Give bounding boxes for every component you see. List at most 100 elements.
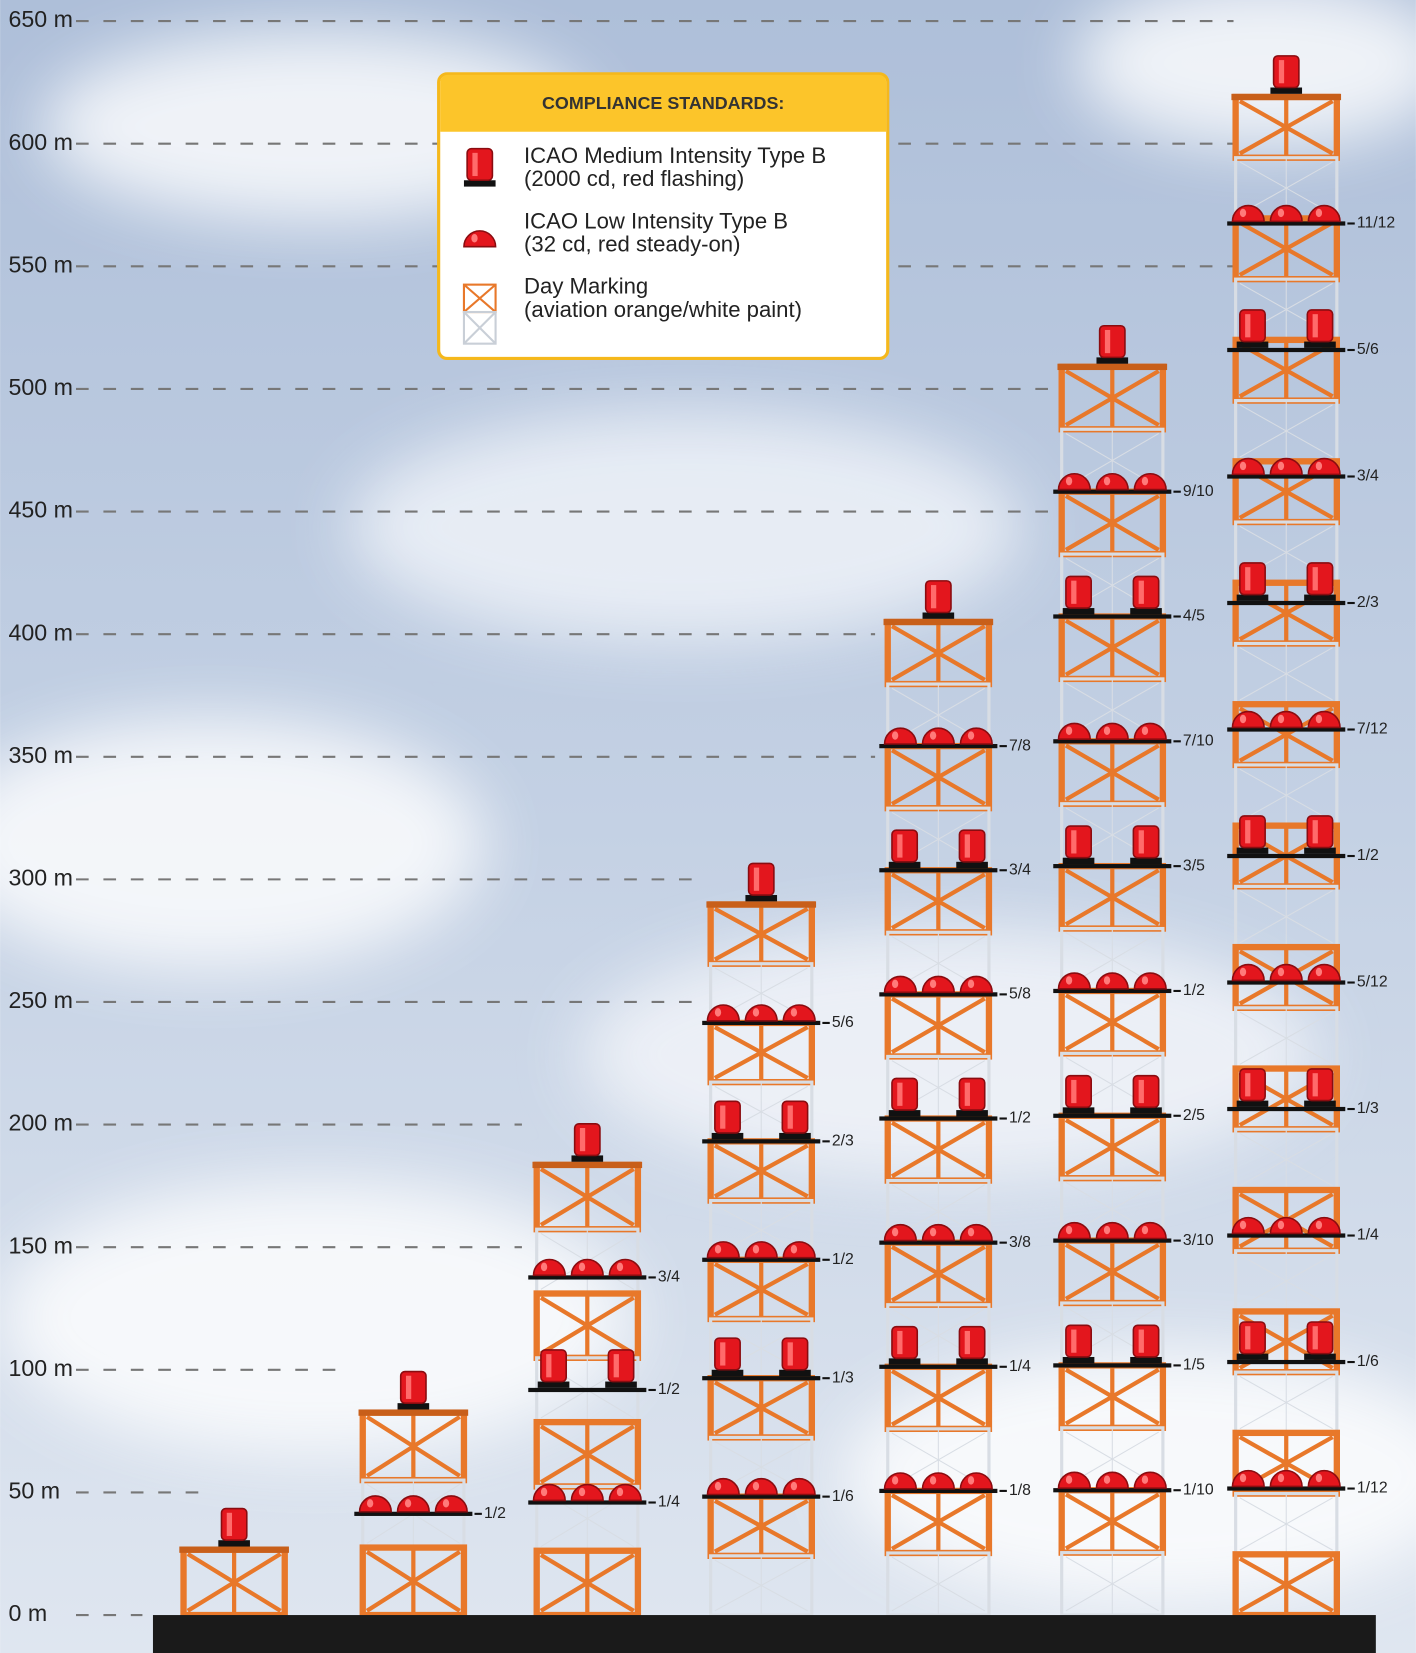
level-label: 9/10 — [1183, 483, 1214, 500]
low-light-shine — [1066, 976, 1072, 984]
level-label: 1/2 — [1357, 847, 1379, 864]
y-tick-label: 300 m — [9, 864, 73, 890]
beacon-base — [1130, 608, 1162, 614]
low-light-shine — [1142, 727, 1148, 735]
beacon — [541, 1350, 566, 1382]
beacon — [1274, 56, 1299, 88]
low-light-shine — [617, 1488, 623, 1496]
beacon — [1240, 1069, 1265, 1101]
beacon-base — [889, 862, 921, 868]
beacon — [892, 830, 917, 862]
level-label: 3/10 — [1183, 1232, 1214, 1249]
level-label: 3/4 — [658, 1269, 680, 1286]
level-label: 2/3 — [832, 1133, 854, 1150]
beacon-shine — [546, 1354, 551, 1377]
legend-title: COMPLIANCE STANDARDS: — [542, 93, 784, 113]
beacon — [1240, 310, 1265, 342]
low-light-shine — [715, 1482, 721, 1490]
low-light-shine — [1240, 715, 1246, 723]
light-platform — [1227, 854, 1345, 858]
level-label: 11/12 — [1357, 215, 1395, 232]
beacon-base — [956, 862, 988, 868]
beacon-shine — [1245, 1326, 1250, 1349]
light-platform — [879, 1116, 997, 1120]
level-label: 1/2 — [1009, 1110, 1031, 1127]
beacon — [926, 581, 951, 613]
beacon-shine — [754, 868, 759, 891]
y-tick-label: 650 m — [9, 6, 73, 32]
beacon — [892, 1327, 917, 1359]
beacon-base — [745, 895, 777, 901]
beacon-base — [779, 1370, 811, 1376]
beacon-base — [218, 1540, 250, 1546]
beacon-shine — [1313, 820, 1318, 843]
beacon-shine — [580, 1128, 585, 1151]
beacon — [1133, 576, 1158, 608]
low-light-shine — [579, 1488, 585, 1496]
beacon-base — [712, 1370, 744, 1376]
light-platform — [702, 1139, 820, 1143]
beacon-shine — [788, 1106, 793, 1129]
beacon-base — [1304, 1354, 1336, 1360]
beacon-base — [1270, 87, 1302, 93]
beacon — [749, 863, 774, 895]
level-label: 1/4 — [1357, 1227, 1379, 1244]
beacon — [782, 1338, 807, 1370]
beacon-shine — [720, 1106, 725, 1129]
beacon-base — [464, 180, 496, 186]
beacon — [1066, 1076, 1091, 1108]
beacon — [608, 1350, 633, 1382]
beacon-base — [1304, 595, 1336, 601]
level-label: 5/6 — [1357, 341, 1379, 358]
beacon-base — [923, 612, 955, 618]
beacon — [401, 1372, 426, 1404]
beacon-shine — [1139, 1080, 1144, 1103]
beacon — [782, 1101, 807, 1133]
light-platform — [1227, 1107, 1345, 1111]
beacon-shine — [788, 1342, 793, 1365]
beacon-shine — [1245, 314, 1250, 337]
low-light-shine — [1142, 1475, 1148, 1483]
beacon-base — [956, 1110, 988, 1116]
beacon-base — [1130, 1357, 1162, 1363]
legend-text: ICAO Low Intensity Type B — [524, 208, 788, 233]
low-light-shine — [443, 1499, 449, 1507]
beacon-shine — [720, 1342, 725, 1365]
beacon-base — [1130, 1107, 1162, 1113]
low-light-shine — [579, 1263, 585, 1271]
beacon-base — [956, 1358, 988, 1364]
beacon-base — [605, 1382, 637, 1388]
beacon-base — [712, 1133, 744, 1139]
low-light-shine — [405, 1499, 411, 1507]
beacon — [959, 830, 984, 862]
low-light-shine — [753, 1482, 759, 1490]
beacon — [1066, 826, 1091, 858]
low-light-shine — [1066, 477, 1072, 485]
beacon-shine — [406, 1376, 411, 1399]
low-light-shine — [541, 1488, 547, 1496]
beacon-base — [1063, 608, 1095, 614]
low-light-shine — [1278, 715, 1284, 723]
level-label: 1/5 — [1183, 1357, 1205, 1374]
level-label: 5/6 — [832, 1014, 854, 1031]
beacon — [715, 1338, 740, 1370]
low-light-shine — [892, 1228, 898, 1236]
tower-cap — [359, 1409, 469, 1415]
light-platform — [1053, 1363, 1171, 1367]
level-label: 1/2 — [832, 1251, 854, 1268]
light-platform — [1227, 1360, 1345, 1364]
low-light-shine — [1316, 1474, 1322, 1482]
beacon-base — [1096, 357, 1128, 363]
beacon-shine — [1279, 60, 1284, 83]
beacon-base — [1237, 1101, 1269, 1107]
beacon — [1307, 563, 1332, 595]
low-light-shine — [968, 1476, 974, 1484]
beacon — [959, 1078, 984, 1110]
beacon-shine — [1313, 314, 1318, 337]
base-bar — [153, 1615, 1376, 1653]
beacon-shine — [1245, 567, 1250, 590]
beacon-shine — [965, 1083, 970, 1106]
light-platform — [1053, 864, 1171, 868]
level-label: 1/6 — [1357, 1353, 1379, 1370]
beacon — [1240, 816, 1265, 848]
